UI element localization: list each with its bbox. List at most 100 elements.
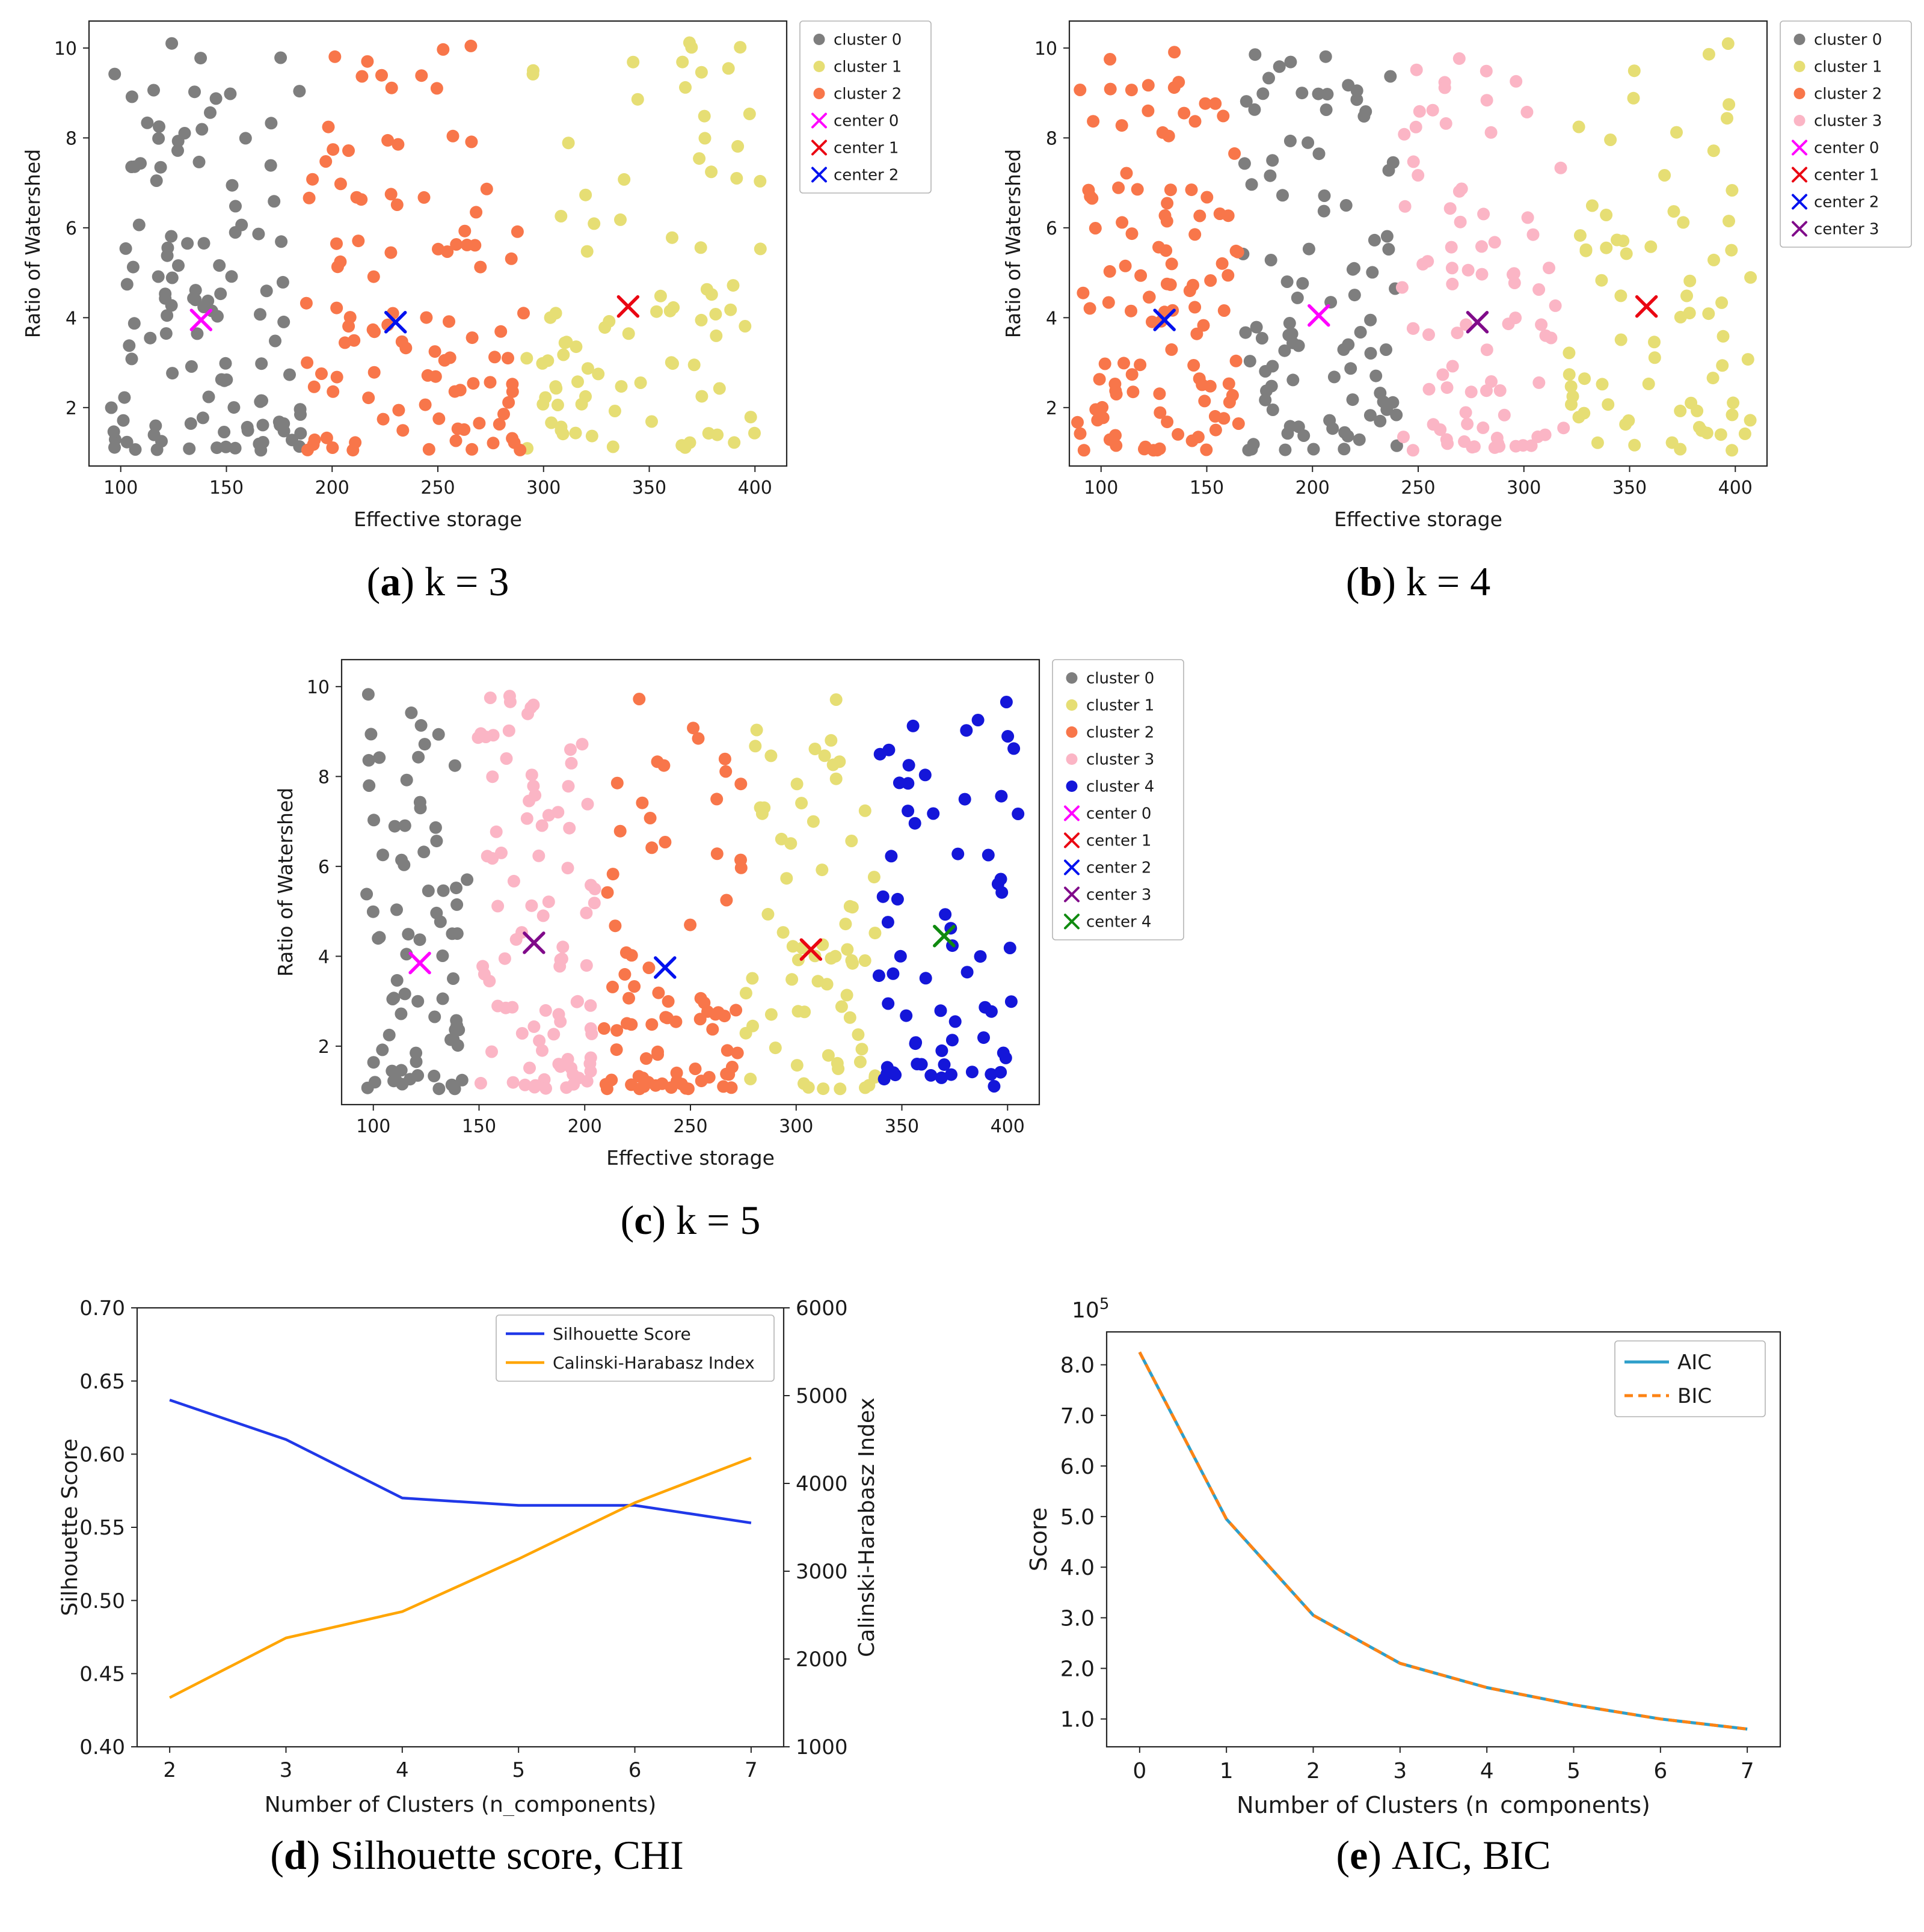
legend: AIC BIC xyxy=(1614,1340,1766,1417)
svg-text:cluster 2: cluster 2 xyxy=(1086,724,1154,742)
cluster-points xyxy=(360,688,1025,1096)
svg-text:0.50: 0.50 xyxy=(79,1589,125,1613)
svg-text:10: 10 xyxy=(307,677,330,698)
svg-text:center 0: center 0 xyxy=(1086,805,1151,823)
svg-text:2: 2 xyxy=(66,398,77,419)
svg-text:10: 10 xyxy=(1034,38,1057,60)
svg-text:300: 300 xyxy=(1507,477,1541,498)
svg-text:center 2: center 2 xyxy=(1086,859,1151,877)
svg-text:0: 0 xyxy=(1133,1759,1146,1783)
x-axis-label: Effective storage xyxy=(354,508,522,531)
svg-text:center 3: center 3 xyxy=(1814,221,1879,239)
series-lines xyxy=(1138,1351,1748,1731)
svg-text:AIC: AIC xyxy=(1677,1351,1712,1375)
svg-text:cluster 1: cluster 1 xyxy=(834,58,902,76)
svg-text:8: 8 xyxy=(66,128,77,149)
y-axis-label: Ratio of Watershed xyxy=(274,788,297,977)
svg-text:3.0: 3.0 xyxy=(1060,1606,1095,1631)
svg-text:8: 8 xyxy=(1046,128,1057,149)
legend: cluster 0 cluster 1 cluster 2 cluster 3 cent… xyxy=(1780,20,1912,248)
svg-text:300: 300 xyxy=(526,477,561,498)
caption-text: k = 5 xyxy=(676,1197,761,1243)
svg-text:1: 1 xyxy=(1220,1759,1234,1783)
svg-text:cluster 1: cluster 1 xyxy=(1814,58,1882,76)
cluster-centers xyxy=(1153,295,1658,334)
svg-text:350: 350 xyxy=(632,477,666,498)
svg-text:250: 250 xyxy=(420,477,455,498)
svg-text:10: 10 xyxy=(54,38,77,60)
svg-text:cluster 4: cluster 4 xyxy=(1086,778,1154,796)
svg-text:5: 5 xyxy=(1567,1759,1581,1783)
svg-text:100: 100 xyxy=(103,477,138,498)
scatter-plot-k5: 100 150 200 250 300 350 400 2 4 6 8 10 Effective sto… xyxy=(263,645,1190,1181)
svg-text:400: 400 xyxy=(738,477,772,498)
svg-text:3: 3 xyxy=(1393,1759,1407,1783)
svg-text:4: 4 xyxy=(1480,1759,1494,1783)
svg-text:center 1: center 1 xyxy=(1086,832,1151,850)
svg-text:250: 250 xyxy=(673,1116,707,1137)
svg-text:150: 150 xyxy=(1190,477,1224,498)
caption-text: AIC, BIC xyxy=(1392,1832,1551,1878)
svg-text:2: 2 xyxy=(163,1758,176,1782)
panel-a-kmeans-k3: 100 150 200 250 300 350 400 2 4 6 8 10 Effective sto… xyxy=(11,6,937,606)
svg-text:4: 4 xyxy=(396,1758,409,1782)
y-axis-label: Ratio of Watershed xyxy=(1001,149,1025,338)
svg-text:350: 350 xyxy=(1612,477,1647,498)
svg-text:150: 150 xyxy=(209,477,244,498)
svg-text:150: 150 xyxy=(462,1116,496,1137)
svg-text:center 2: center 2 xyxy=(1814,194,1879,212)
legend: cluster 0 cluster 1 cluster 2 center 0 cente… xyxy=(799,20,932,194)
caption-letter: a xyxy=(380,559,401,604)
svg-text:300: 300 xyxy=(779,1116,813,1137)
y-axis-label-left: Score xyxy=(1025,1507,1052,1571)
svg-text:6: 6 xyxy=(318,857,330,878)
y-axis-label-left: Silhouette Score xyxy=(58,1438,82,1616)
svg-text:5.0: 5.0 xyxy=(1060,1505,1095,1530)
svg-text:8.0: 8.0 xyxy=(1060,1354,1095,1378)
svg-text:8: 8 xyxy=(318,767,330,788)
legend: Silhouette Score Calinski-Harabasz Index xyxy=(496,1314,775,1382)
svg-text:cluster 0: cluster 0 xyxy=(834,31,902,49)
svg-text:4: 4 xyxy=(1046,308,1057,329)
svg-text:cluster 2: cluster 2 xyxy=(1814,85,1882,103)
svg-text:Calinski-Harabasz Index: Calinski-Harabasz Index xyxy=(553,1353,755,1373)
caption-a: (a) k = 3 xyxy=(366,559,509,604)
svg-text:1000: 1000 xyxy=(796,1735,848,1759)
svg-text:400: 400 xyxy=(991,1116,1025,1137)
svg-text:7: 7 xyxy=(1741,1759,1754,1783)
caption-letter: d xyxy=(283,1832,307,1878)
svg-text:center 1: center 1 xyxy=(834,140,899,158)
axis-offset-text: 105 xyxy=(1072,1295,1109,1323)
svg-text:7.0: 7.0 xyxy=(1060,1404,1095,1429)
svg-text:6: 6 xyxy=(1653,1759,1667,1783)
svg-text:center 0: center 0 xyxy=(834,112,899,130)
axes: 100 150 200 250 300 350 400 2 4 6 8 10 Effective sto… xyxy=(21,38,772,531)
svg-text:6000: 6000 xyxy=(796,1296,848,1320)
svg-text:3: 3 xyxy=(280,1758,293,1782)
svg-text:200: 200 xyxy=(1295,477,1330,498)
svg-text:cluster 3: cluster 3 xyxy=(1814,112,1882,130)
svg-text:100: 100 xyxy=(1084,477,1118,498)
axes: 2 3 4 5 6 7 0.40 0.45 0.50 0.55 0.60 0.65 0.70 1000 20… xyxy=(58,1296,879,1816)
svg-text:BIC: BIC xyxy=(1677,1384,1712,1408)
axes: 100 150 200 250 300 350 400 2 4 6 8 10 Effective sto… xyxy=(1001,38,1753,531)
svg-text:cluster 0: cluster 0 xyxy=(1086,670,1154,688)
caption-e: (e) AIC, BIC xyxy=(1336,1832,1551,1878)
svg-text:2.0: 2.0 xyxy=(1060,1657,1095,1682)
scatter-plot-k4: 100 150 200 250 300 350 400 2 4 6 8 10 Effective sto… xyxy=(991,6,1917,542)
svg-text:cluster 2: cluster 2 xyxy=(834,85,902,103)
svg-text:Silhouette Score: Silhouette Score xyxy=(553,1324,691,1344)
svg-text:center 0: center 0 xyxy=(1814,140,1879,158)
caption-letter: c xyxy=(634,1197,653,1243)
scatter-plot-k3: 100 150 200 250 300 350 400 2 4 6 8 10 Effective sto… xyxy=(11,6,937,542)
svg-text:cluster 1: cluster 1 xyxy=(1086,697,1154,715)
axes: 100 150 200 250 300 350 400 2 4 6 8 10 Effective sto… xyxy=(274,677,1025,1170)
svg-text:cluster 3: cluster 3 xyxy=(1086,751,1154,769)
line-chart-silhouette-chi: 2 3 4 5 6 7 0.40 0.45 0.50 0.55 0.60 0.65 0.70 1000 20… xyxy=(35,1287,919,1816)
svg-text:200: 200 xyxy=(568,1116,602,1137)
y-axis-label-right: Calinski-Harabasz Index xyxy=(855,1397,879,1657)
x-axis-label: Number of Clusters (n_components) xyxy=(265,1792,657,1816)
svg-text:6.0: 6.0 xyxy=(1060,1455,1095,1479)
cluster-points xyxy=(1071,37,1757,457)
caption-text: Silhouette score, CHI xyxy=(330,1832,684,1878)
